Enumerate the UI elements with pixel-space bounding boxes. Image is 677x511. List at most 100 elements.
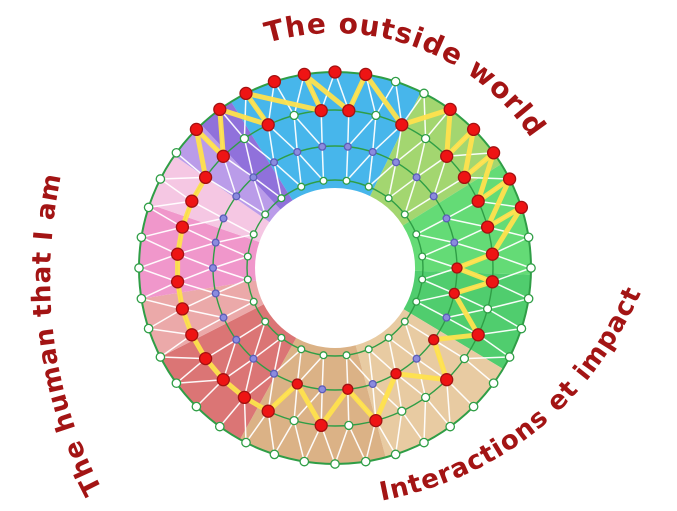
node-0-11[interactable] — [523, 293, 534, 304]
red-node-1-9[interactable] — [485, 275, 500, 289]
red-node-1-7[interactable] — [480, 220, 495, 234]
node-1-32[interactable] — [239, 133, 250, 144]
node-0-15[interactable] — [468, 401, 479, 412]
red-node-0-36[interactable] — [213, 102, 227, 117]
node-3-7[interactable] — [412, 297, 421, 306]
node-0-20[interactable] — [330, 459, 340, 469]
node-3-16[interactable] — [249, 297, 258, 306]
red-node-1-25[interactable] — [175, 302, 190, 316]
node-2-18[interactable] — [249, 354, 258, 363]
node-3-13[interactable] — [297, 345, 306, 354]
red-node-0-5[interactable] — [466, 122, 481, 137]
red-node-2-10[interactable] — [428, 334, 440, 346]
red-node-1-5[interactable] — [457, 170, 472, 185]
sector-pink-light[interactable] — [149, 155, 270, 242]
red-node-1-21[interactable] — [237, 390, 252, 405]
node-1-17[interactable] — [344, 420, 354, 431]
sector-red[interactable] — [160, 304, 297, 440]
node-2-4[interactable] — [429, 192, 438, 201]
red-node-1-2[interactable] — [395, 118, 409, 132]
red-node-2-16[interactable] — [291, 378, 303, 390]
node-2-13[interactable] — [368, 379, 377, 389]
node-3-17[interactable] — [243, 275, 252, 284]
red-node-0-6[interactable] — [486, 146, 501, 160]
node-1-12[interactable] — [459, 353, 470, 364]
node-2-21[interactable] — [211, 289, 220, 298]
red-node-1-18[interactable] — [314, 418, 328, 433]
node-3-4[interactable] — [412, 230, 421, 239]
node-2-1[interactable] — [368, 147, 377, 157]
node-2-9[interactable] — [442, 313, 451, 322]
node-2-23[interactable] — [211, 238, 220, 247]
red-node-0-35[interactable] — [189, 122, 204, 137]
node-2-5[interactable] — [442, 214, 451, 223]
node-2-26[interactable] — [249, 173, 258, 182]
node-0-9[interactable] — [523, 232, 534, 243]
node-0-13[interactable] — [504, 352, 515, 362]
red-node-2-8[interactable] — [448, 287, 460, 300]
node-0-12[interactable] — [516, 323, 527, 334]
node-2-6[interactable] — [450, 238, 459, 247]
node-2-3[interactable] — [412, 173, 421, 182]
red-node-1-6[interactable] — [471, 194, 485, 208]
node-0-29[interactable] — [136, 293, 147, 304]
node-2-20[interactable] — [219, 313, 228, 322]
sector-pink[interactable] — [138, 204, 260, 299]
node-3-9[interactable] — [384, 333, 393, 342]
node-0-23[interactable] — [241, 437, 251, 448]
node-3-19[interactable] — [249, 230, 258, 239]
node-0-17[interactable] — [419, 437, 429, 448]
node-1-1[interactable] — [371, 110, 381, 121]
red-node-1-23[interactable] — [198, 351, 213, 366]
node-0-28[interactable] — [143, 323, 154, 334]
sector-tan-light[interactable] — [355, 309, 503, 458]
node-0-14[interactable] — [488, 378, 499, 389]
node-0-24[interactable] — [214, 421, 225, 432]
red-node-1-31[interactable] — [216, 149, 230, 163]
red-node-0-38[interactable] — [267, 74, 282, 89]
node-3-3[interactable] — [400, 210, 409, 219]
red-node-1-24[interactable] — [185, 328, 199, 342]
node-2-25[interactable] — [232, 192, 241, 201]
red-node-0-1[interactable] — [359, 67, 373, 82]
node-3-12[interactable] — [319, 351, 328, 360]
red-node-1-16[interactable] — [369, 413, 383, 428]
red-node-0-39[interactable] — [297, 67, 311, 82]
red-node-1-28[interactable] — [175, 220, 190, 234]
node-3-0[interactable] — [342, 176, 351, 185]
node-2-11[interactable] — [412, 354, 421, 363]
node-0-21[interactable] — [299, 456, 310, 467]
node-0-26[interactable] — [171, 378, 182, 389]
red-node-0-37[interactable] — [239, 86, 253, 101]
node-3-20[interactable] — [261, 210, 270, 219]
red-node-1-35[interactable] — [314, 103, 328, 118]
node-2-15[interactable] — [318, 385, 327, 394]
red-node-1-27[interactable] — [170, 247, 185, 261]
node-3-23[interactable] — [319, 176, 328, 185]
node-3-22[interactable] — [297, 182, 306, 191]
node-3-11[interactable] — [342, 351, 351, 360]
red-node-1-13[interactable] — [440, 373, 454, 387]
sector-salmon-light[interactable] — [141, 280, 264, 358]
node-0-27[interactable] — [155, 352, 166, 362]
node-2-2[interactable] — [391, 158, 401, 167]
node-3-15[interactable] — [261, 317, 270, 326]
node-3-6[interactable] — [418, 275, 427, 284]
red-node-2-14[interactable] — [342, 383, 354, 395]
node-3-18[interactable] — [243, 252, 252, 261]
node-2-29[interactable] — [318, 142, 327, 151]
node-2-19[interactable] — [232, 335, 241, 344]
red-node-1-0[interactable] — [342, 103, 356, 118]
node-3-10[interactable] — [364, 345, 373, 354]
node-3-14[interactable] — [277, 333, 286, 342]
node-0-31[interactable] — [136, 232, 147, 243]
node-1-15[interactable] — [397, 406, 407, 416]
node-0-10[interactable] — [526, 263, 536, 273]
node-1-14[interactable] — [420, 392, 431, 403]
node-0-30[interactable] — [134, 263, 144, 273]
red-node-1-11[interactable] — [471, 328, 485, 342]
red-node-2-7[interactable] — [451, 262, 463, 274]
red-node-1-29[interactable] — [185, 194, 199, 208]
node-0-33[interactable] — [155, 174, 166, 184]
red-node-1-4[interactable] — [440, 149, 454, 163]
